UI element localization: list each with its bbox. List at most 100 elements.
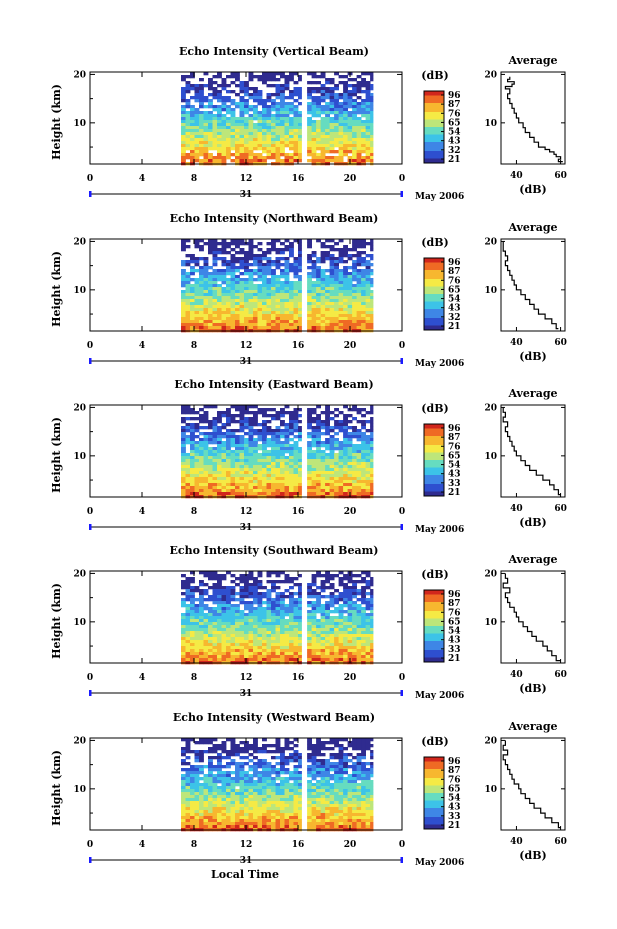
date-label: 31 (240, 190, 253, 200)
echo-cell (320, 308, 326, 312)
echo-cell (235, 649, 240, 653)
echo-cell (280, 108, 285, 112)
echo-cell (325, 411, 330, 415)
echo-cell (235, 287, 240, 291)
echo-cell (239, 260, 245, 264)
echo-cell (365, 649, 371, 653)
echo-cell (230, 753, 236, 757)
echo-cell (212, 577, 218, 581)
echo-cell (361, 305, 366, 309)
date-axis-end (89, 690, 92, 696)
echo-cell (289, 308, 294, 312)
echo-cell (365, 272, 371, 276)
echo-cell (253, 486, 258, 490)
echo-cell (334, 308, 339, 312)
echo-cell (352, 592, 357, 596)
echo-cell (311, 90, 317, 94)
echo-cell (199, 447, 204, 451)
echo-cell (356, 435, 362, 439)
echo-cell (329, 132, 335, 136)
echo-cell (190, 625, 195, 629)
echo-cell (352, 607, 357, 611)
echo-cell (266, 141, 272, 145)
echo-cell (239, 135, 245, 139)
echo-cell (320, 480, 326, 484)
echo-cell (181, 483, 186, 487)
echo-cell (217, 120, 222, 124)
echo-cell (329, 99, 335, 103)
echo-cell (217, 586, 222, 590)
echo-cell (199, 305, 204, 309)
echo-cell (235, 126, 240, 130)
echo-cell (334, 628, 339, 632)
echo-cell (244, 81, 249, 85)
echo-cell (208, 649, 213, 653)
echo-cell (221, 96, 227, 100)
echo-cell (334, 269, 339, 273)
echo-cell (293, 601, 299, 605)
echo-cell (190, 120, 195, 124)
echo-cell (217, 465, 222, 469)
echo-cell (194, 474, 200, 478)
echo-cell (365, 147, 371, 151)
echo-cell (190, 123, 195, 127)
colorbar-step (424, 109, 444, 111)
echo-cell (316, 435, 321, 439)
average-y-tick-label: 10 (484, 286, 497, 296)
echo-cell (248, 105, 254, 109)
echo-cell (266, 129, 272, 133)
colorbar-step (424, 472, 444, 474)
echo-cell (298, 263, 302, 267)
echo-cell (275, 474, 281, 478)
echo-cell (226, 435, 231, 439)
echo-cell (298, 87, 302, 91)
echo-cell (217, 317, 222, 321)
echo-cell (289, 305, 294, 309)
echo-cell (307, 290, 312, 294)
echo-cell (190, 320, 195, 324)
colorbar-step (424, 656, 444, 658)
echo-cell (293, 447, 299, 451)
echo-cell (370, 447, 374, 451)
echo-cell (244, 302, 249, 306)
echo-cell (203, 637, 209, 641)
echo-cell (230, 453, 236, 457)
echo-cell (271, 239, 276, 243)
echo-cell (248, 299, 254, 303)
echo-cell (343, 489, 348, 493)
echo-cell (244, 426, 249, 430)
echo-cell (365, 634, 371, 638)
echo-cell (253, 287, 258, 291)
echo-cell (181, 305, 186, 309)
echo-cell (212, 90, 218, 94)
echo-cell (185, 646, 191, 650)
echo-cell (311, 132, 317, 136)
echo-cell (190, 111, 195, 115)
echo-cell (293, 320, 299, 324)
echo-cell (230, 658, 236, 662)
echo-cell (284, 293, 290, 297)
echo-cell (266, 278, 272, 282)
echo-cell (338, 144, 344, 148)
echo-cell (334, 655, 339, 659)
echo-cell (329, 444, 335, 448)
echo-cell (185, 637, 191, 641)
echo-cell (212, 417, 218, 421)
echo-cell (329, 308, 335, 312)
echo-cell (356, 105, 362, 109)
echo-cell (208, 251, 213, 255)
echo-cell (325, 114, 330, 118)
echo-cell (208, 305, 213, 309)
echo-cell (289, 120, 294, 124)
echo-cell (347, 444, 353, 448)
echo-cell (230, 474, 236, 478)
echo-cell (226, 129, 231, 133)
echo-cell (248, 592, 254, 596)
echo-cell (271, 299, 276, 303)
echo-cell (370, 281, 374, 285)
echo-cell (181, 643, 186, 647)
echo-cell (289, 444, 294, 448)
echo-cell (221, 589, 227, 593)
echo-cell (320, 93, 326, 97)
echo-cell (347, 414, 353, 418)
